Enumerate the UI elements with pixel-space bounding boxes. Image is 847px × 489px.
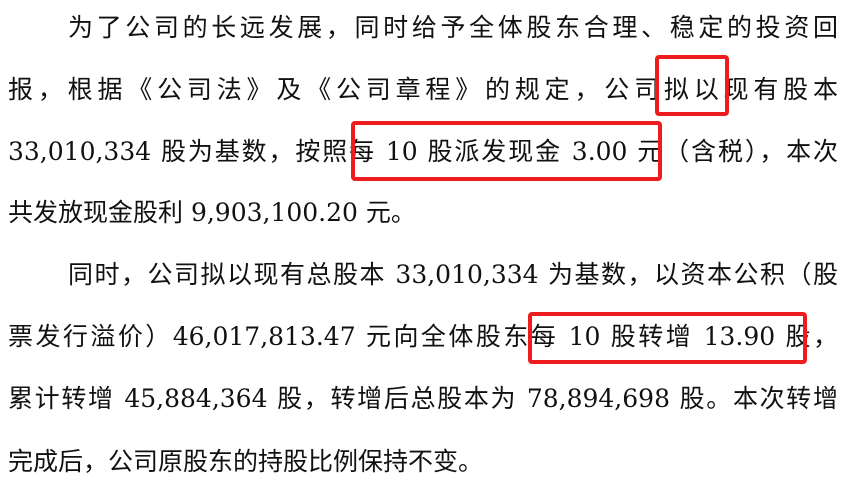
highlight-box-share-conversion (528, 312, 807, 364)
highlight-box-cash-dividend (351, 121, 662, 181)
text-line: 共发放现金股利 9,903,100.20 元。 (8, 198, 416, 227)
text-line: 累计转增 45,884,364 股，转增后总股本为 78,894,698 股。本… (8, 384, 838, 413)
highlight-box-plan (655, 55, 729, 116)
text-line: 为了公司的长远发展，同时给予全体股东合理、稳定的投资回 (68, 13, 838, 42)
text-line: 33,010,334 股为基数，按照每 10 股派发现金 3.00 元（含税），… (8, 137, 838, 166)
text-line: 同时，公司拟以现有总股本 33,010,334 为基数，以资本公积（股 (68, 260, 838, 289)
text-line: 报，根据《公司法》及《公司章程》的规定，公司拟以现有股本 (8, 75, 838, 104)
text-line: 完成后，公司原股东的持股比例保持不变。 (8, 447, 484, 476)
text-line: 票发行溢价）46,017,813.47 元向全体股东每 10 股转增 13.90… (8, 322, 838, 351)
